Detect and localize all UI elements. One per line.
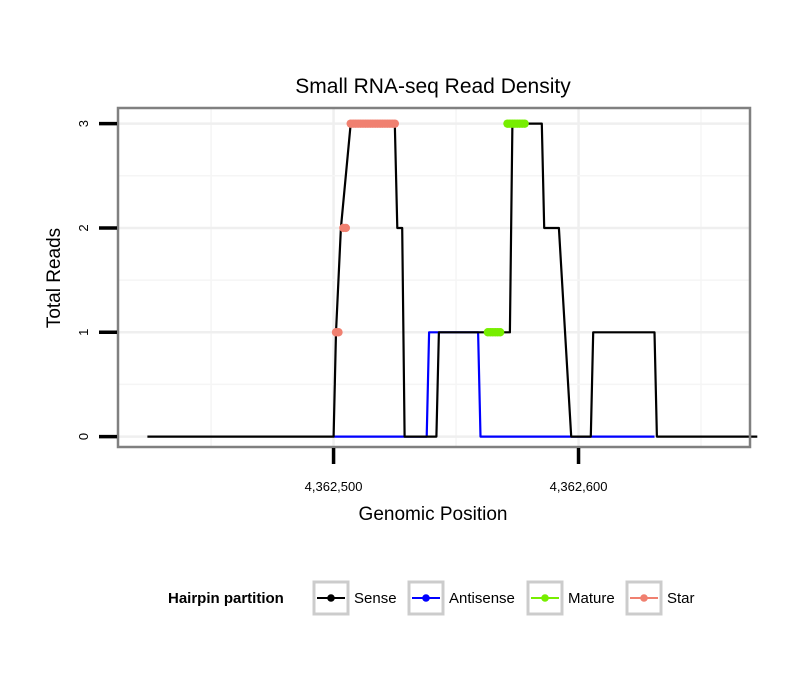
legend-label: Antisense	[449, 590, 515, 607]
legend-item-sense: Sense	[312, 580, 397, 616]
data-point-star	[390, 119, 400, 128]
plot-border	[116, 106, 752, 449]
x-tick-label: 4,362,500	[305, 479, 363, 494]
legend: Hairpin partition Sense Antisense Mature St…	[168, 580, 695, 616]
legend-label: Sense	[354, 590, 397, 607]
series-layer	[147, 119, 758, 438]
y-axis-label: Total Reads	[44, 228, 65, 328]
data-point-star	[334, 328, 343, 337]
legend-title: Hairpin partition	[168, 590, 284, 607]
legend-label: Star	[667, 590, 695, 607]
y-tick-label: 0	[76, 433, 91, 440]
plot-panel	[116, 106, 758, 449]
y-axis: 0 1 2 3	[76, 120, 117, 440]
chart-title: Small RNA-seq Read Density	[295, 75, 571, 98]
x-tick-label: 4,362,600	[550, 479, 608, 494]
legend-key-point	[422, 594, 430, 602]
x-axis-label: Genomic Position	[359, 504, 508, 525]
x-axis: 4,362,500 4,362,600	[305, 448, 608, 494]
plot-background	[118, 108, 750, 447]
y-tick-label: 1	[76, 329, 91, 336]
data-point-mature	[495, 328, 505, 337]
legend-item-antisense: Antisense	[407, 580, 515, 616]
y-tick-label: 3	[76, 120, 91, 127]
data-point-star	[341, 223, 351, 233]
legend-key-point	[327, 594, 335, 602]
y-tick-label: 2	[76, 224, 91, 231]
legend-item-star: Star	[625, 580, 695, 616]
data-point-mature	[520, 119, 529, 128]
legend-key-point	[541, 594, 549, 602]
legend-label: Mature	[568, 590, 615, 607]
legend-item-mature: Mature	[526, 580, 615, 616]
legend-key-point	[640, 594, 648, 602]
